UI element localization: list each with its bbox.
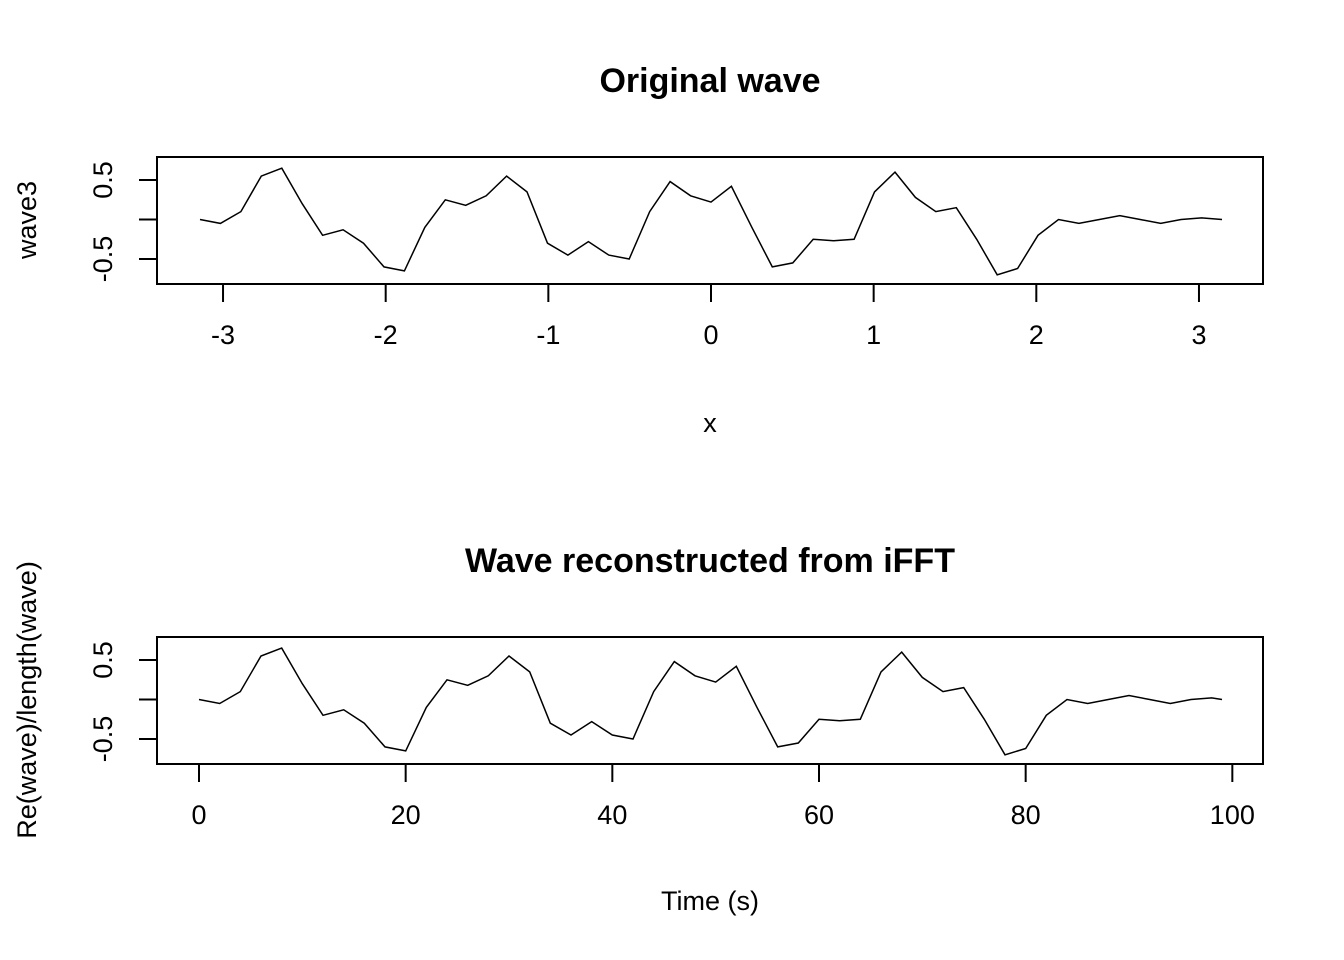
x-tick-label: 0 [703,320,718,350]
x-axis-label: Time (s) [661,886,759,916]
plot-frame [156,636,1264,765]
x-tick-label: 3 [1191,320,1206,350]
x-axis: 0 20 40 60 80 100 [191,763,1255,830]
x-tick-label: 1 [866,320,881,350]
chart-original-wave: Original wave -3 -2 -1 0 1 2 3 -0.5 0.5 x wave3 [12,62,1264,438]
x-tick-label: 80 [1011,800,1041,830]
y-axis-label: wave3 [12,181,42,260]
y-axis-label: Re(wave)/length(wave) [12,561,42,839]
chart-title: Original wave [599,62,820,100]
y-axis: -0.5 0.5 [88,641,158,763]
x-tick-label: 0 [191,800,206,830]
x-tick-label: 100 [1210,800,1255,830]
x-tick-label: -1 [536,320,560,350]
x-axis-label: x [703,408,717,438]
y-tick-label: -0.5 [88,236,118,283]
y-tick-label: -0.5 [88,716,118,763]
y-tick-label: 0.5 [88,161,118,199]
x-tick-label: 20 [391,800,421,830]
y-axis: -0.5 0.5 [88,161,158,283]
x-tick-label: 40 [597,800,627,830]
x-tick-label: -3 [211,320,235,350]
series-line [198,647,1223,756]
y-tick-label: 0.5 [88,641,118,679]
x-tick-label: 60 [804,800,834,830]
chart-title: Wave reconstructed from iFFT [465,542,955,580]
series-line [199,167,1223,276]
chart-wave-reconstructed: Wave reconstructed from iFFT 0 20 40 60 80 10… [12,542,1264,916]
x-tick-label: 2 [1029,320,1044,350]
x-tick-label: -2 [374,320,398,350]
x-axis: -3 -2 -1 0 1 2 3 [211,283,1206,350]
